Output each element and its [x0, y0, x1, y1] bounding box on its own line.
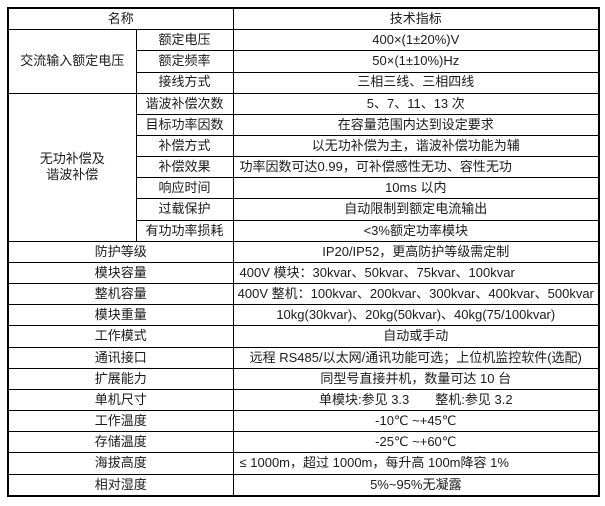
table-row: 海拔高度 ≤ 1000m，超过 1000m，每升高 100m降容 1% [7, 452, 600, 475]
spec-label-cell: 额定频率 [135, 50, 234, 73]
spec-value-cell: 功率因数可达0.99，可补偿感性无功、容性无功 [232, 156, 600, 179]
group-ac-input-cell: 交流输入额定电压 [7, 29, 137, 94]
table-row: 整机容量 400V 整机：100kvar、200kvar、300kvar、400… [7, 283, 600, 306]
spec-value-cell: 远程 RS485/以太网/通讯功能可选；上位机监控软件(选配) [232, 346, 600, 369]
table-row: 工作模式 自动或手动 [7, 325, 600, 348]
group-compensation-line1: 无功补偿及 [39, 150, 105, 166]
table-row: 目标功率因数 在容量范围内达到设定要求 [8, 113, 600, 137]
spec-value-cell: 自动限制到额定电流输出 [232, 198, 600, 221]
spec-value-cell: 同型号直接并机，数量可达 10 台 [232, 367, 600, 390]
header-spec-cell: 技术指标 [232, 7, 600, 31]
spec-label-cell: 模块重量 [7, 304, 234, 327]
spec-value-cell: 5%~95%无凝露 [232, 473, 600, 497]
table-row: 通讯接口 远程 RS485/以太网/通讯功能可选；上位机监控软件(选配) [7, 346, 600, 369]
spec-label-cell: 相对湿度 [7, 473, 234, 497]
table-row: 相对湿度 5%~95%无凝露 [7, 473, 600, 497]
spec-value-cell: 自动或手动 [232, 325, 600, 348]
spec-label-cell: 有功功率损耗 [135, 219, 234, 242]
spec-label-cell: 整机容量 [7, 283, 234, 306]
spec-value-cell: 400V 整机：100kvar、200kvar、300kvar、400kvar、… [232, 283, 600, 306]
table-row: 补偿效果 功率因数可达0.99，可补偿感性无功、容性无功 [8, 156, 600, 179]
spec-value-cell: ≤ 1000m，超过 1000m，每升高 100m降容 1% [232, 452, 600, 475]
spec-label-cell: 工作模式 [7, 325, 234, 348]
table-row: 模块容量 400V 模块：30kvar、50kvar、75kvar、100kva… [7, 261, 600, 285]
spec-value-cell: 10ms 以内 [232, 177, 600, 200]
spec-label-cell: 模块容量 [7, 261, 234, 285]
spec-value-cell: 以无功补偿为主，谐波补偿功能为辅 [232, 134, 600, 158]
spec-value-cell: -25℃ ~+60℃ [232, 431, 600, 454]
spec-label-cell: 过载保护 [135, 198, 234, 221]
spec-label-cell: 单机尺寸 [7, 388, 234, 412]
spec-label-cell: 目标功率因数 [135, 113, 234, 137]
spec-label-cell: 接线方式 [135, 71, 234, 94]
table-row: 存储温度 -25℃ ~+60℃ [7, 431, 600, 454]
spec-label-cell: 额定电压 [135, 29, 234, 52]
spec-value-cell: 三相三线、三相四线 [232, 71, 600, 94]
spec-value-cell: <3%额定功率模块 [232, 219, 600, 242]
table-row: 模块重量 10kg(30kvar)、20kg(50kvar)、40kg(75/1… [7, 304, 600, 327]
spec-value-cell: 在容量范围内达到设定要求 [232, 113, 600, 137]
spec-value-cell: 5、7、11、13 次 [232, 92, 600, 115]
table-row: 接线方式 三相三线、三相四线 [8, 71, 600, 94]
spec-label-cell: 响应时间 [135, 177, 234, 200]
spec-value-cell: 单模块:参见 3.3 整机:参见 3.2 [232, 388, 600, 412]
table-header-row: 名称 技术指标 [7, 7, 600, 31]
table-row: 单机尺寸 单模块:参见 3.3 整机:参见 3.2 [7, 388, 600, 412]
spec-label-cell: 存储温度 [7, 431, 234, 454]
table-row: 防护等级 IP20/IP52，更高防护等级需定制 [7, 240, 600, 263]
spec-label-cell: 工作温度 [7, 410, 234, 433]
spec-value-cell: 50×(1±10%)Hz [232, 50, 600, 73]
table-row: 工作温度 -10℃ ~+45℃ [7, 410, 600, 433]
group-compensation-cell: 无功补偿及 谐波补偿 [7, 92, 137, 242]
spec-value-cell: 10kg(30kvar)、20kg(50kvar)、40kg(75/100kva… [232, 304, 600, 327]
spec-value-cell: -10℃ ~+45℃ [232, 410, 600, 433]
spec-value-cell: 400×(1±20%)V [232, 29, 600, 52]
spec-value-cell: 400V 模块：30kvar、50kvar、75kvar、100kvar [232, 261, 600, 285]
table-row: 无功补偿及 谐波补偿 谐波补偿次数 5、7、11、13 次 [7, 92, 600, 242]
spec-label-cell: 防护等级 [7, 240, 234, 263]
spec-value-cell: IP20/IP52，更高防护等级需定制 [232, 240, 600, 263]
table-row: 有功功率损耗 <3%额定功率模块 [8, 219, 600, 242]
spec-label-cell: 海拔高度 [7, 452, 234, 475]
spec-label-cell: 补偿效果 [135, 156, 234, 179]
spec-label-cell: 补偿方式 [135, 134, 234, 158]
table-row: 扩展能力 同型号直接并机，数量可达 10 台 [7, 367, 600, 390]
spec-label-cell: 谐波补偿次数 [135, 92, 234, 115]
table-row: 交流输入额定电压 额定电压 400×(1±20%)V [7, 29, 600, 94]
spec-label-cell: 通讯接口 [7, 346, 234, 369]
group-compensation-line2: 谐波补偿 [46, 167, 99, 183]
header-name-cell: 名称 [7, 7, 234, 31]
spec-table: 名称 技术指标 交流输入额定电压 额定电压 400×(1±20%)V 额定频率 … [7, 7, 601, 497]
table-row: 过载保护 自动限制到额定电流输出 [8, 198, 600, 221]
spec-label-cell: 扩展能力 [7, 367, 234, 390]
